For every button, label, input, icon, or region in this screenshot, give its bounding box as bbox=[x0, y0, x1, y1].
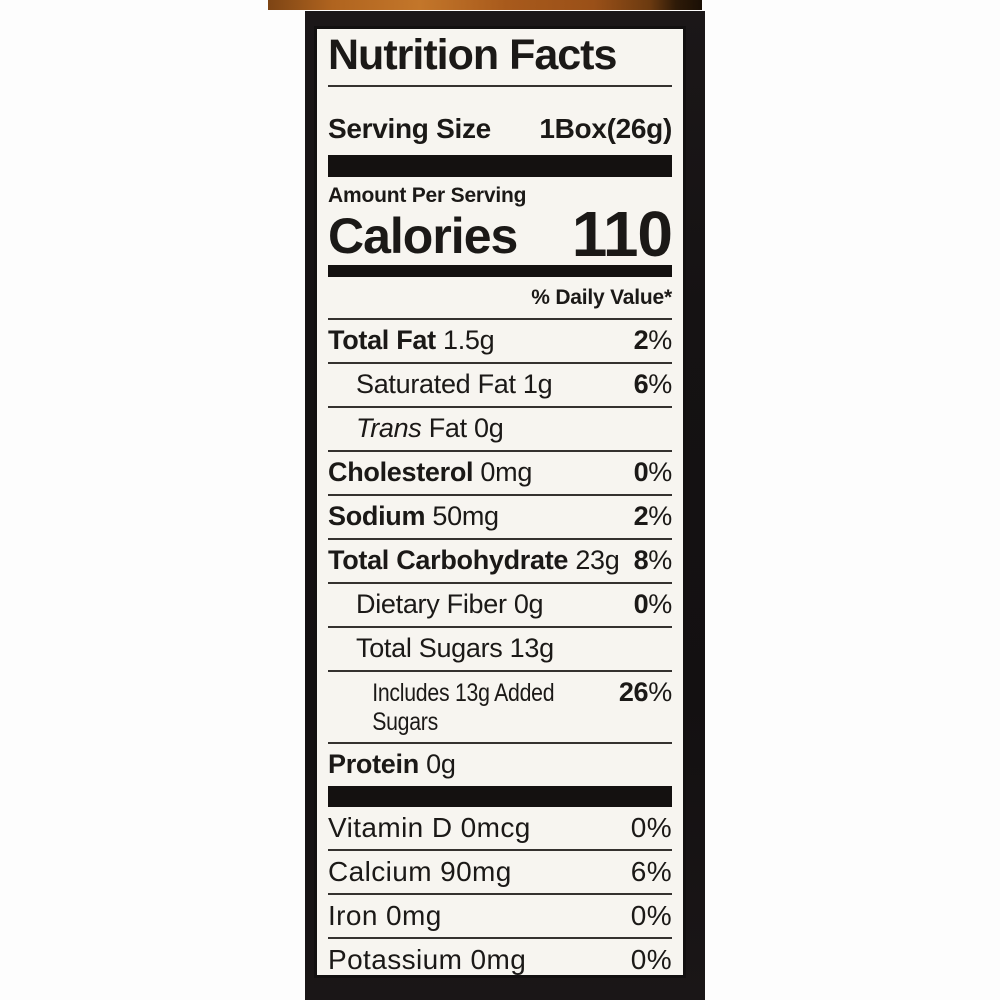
micronutrient-row: Calcium 90mg 6% bbox=[328, 849, 672, 893]
micronutrient-rows: Vitamin D 0mcg 0% Calcium 90mg 6% Iron 0mg 0%… bbox=[328, 807, 672, 976]
daily-value-header: % Daily Value* bbox=[531, 286, 672, 310]
nutrient-row: Total Carbohydrate 23g 8% bbox=[328, 538, 672, 582]
nutrient-row: Saturated Fat 1g 6% bbox=[328, 362, 672, 406]
nutrient-name: Trans Fat 0g bbox=[356, 413, 504, 444]
box-top-edge bbox=[268, 0, 702, 10]
daily-value-cell: 2% bbox=[633, 325, 673, 356]
nutrient-row: Total Sugars 13g bbox=[328, 626, 672, 670]
nutrient-name: Calcium 90mg bbox=[328, 856, 512, 888]
daily-value-cell: 2% bbox=[633, 501, 673, 532]
section-bar bbox=[328, 155, 672, 178]
serving-size-label: Serving Size bbox=[328, 113, 491, 145]
nutrient-name: Saturated Fat 1g bbox=[356, 369, 553, 400]
section-bar bbox=[328, 786, 672, 808]
daily-value-cell: 0% bbox=[633, 589, 673, 620]
daily-value-cell: 0% bbox=[630, 900, 672, 932]
daily-value-cell: 8% bbox=[633, 545, 673, 576]
nutrient-row: Includes 13g Added Sugars 26% bbox=[328, 670, 672, 742]
nutrient-name: Sodium 50mg bbox=[328, 501, 499, 532]
nutrient-row: Sodium 50mg 2% bbox=[328, 494, 672, 538]
nutrient-name: Dietary Fiber 0g bbox=[356, 589, 544, 620]
nutrient-row: Protein 0g bbox=[328, 742, 672, 786]
amount-per-serving-label: Amount Per Serving bbox=[328, 184, 527, 208]
nutrient-name: Iron 0mg bbox=[328, 900, 442, 932]
daily-value-cell: 26% bbox=[618, 677, 672, 708]
nutrient-name: Protein 0g bbox=[328, 749, 456, 780]
nutrient-name: Total Fat 1.5g bbox=[328, 325, 495, 356]
micronutrient-row: Potassium 0mg 0% bbox=[328, 937, 672, 976]
daily-value-cell: 0% bbox=[633, 457, 673, 488]
daily-value-cell: 6% bbox=[633, 369, 673, 400]
nutrient-name: Includes 13g Added Sugars bbox=[372, 679, 555, 737]
calories-row: Calories 110 bbox=[328, 197, 673, 270]
nutrient-rows: Total Fat 1.5g 2% Saturated Fat 1g 6% Trans … bbox=[328, 318, 672, 786]
nutrient-name: Potassium 0mg bbox=[328, 944, 527, 976]
calories-value: 110 bbox=[571, 197, 673, 270]
daily-value-cell: 0% bbox=[630, 944, 672, 976]
daily-value-cell: 6% bbox=[630, 856, 672, 888]
divider bbox=[328, 85, 672, 88]
nutrient-name: Total Carbohydrate 23g bbox=[328, 545, 620, 576]
cereal-box-panel: Nutrition Facts Serving Size 1Box(26g) A… bbox=[305, 11, 705, 1000]
nutrition-facts-label: Nutrition Facts Serving Size 1Box(26g) A… bbox=[314, 26, 686, 978]
calories-label: Calories bbox=[328, 207, 518, 264]
nutrient-name: Vitamin D 0mcg bbox=[328, 812, 531, 844]
nutrient-row: Trans Fat 0g bbox=[328, 406, 672, 450]
daily-value-cell: 0% bbox=[630, 812, 672, 844]
section-bar bbox=[328, 265, 672, 278]
serving-size-row: Serving Size 1Box(26g) bbox=[328, 113, 672, 145]
nutrient-name: Cholesterol 0mg bbox=[328, 457, 533, 488]
nutrient-row: Dietary Fiber 0g 0% bbox=[328, 582, 672, 626]
label-title: Nutrition Facts bbox=[328, 31, 617, 79]
micronutrient-row: Vitamin D 0mcg 0% bbox=[328, 807, 672, 849]
nutrient-name: Total Sugars 13g bbox=[356, 633, 554, 664]
serving-size-value: 1Box(26g) bbox=[539, 113, 672, 145]
nutrient-row: Total Fat 1.5g 2% bbox=[328, 318, 672, 362]
micronutrient-row: Iron 0mg 0% bbox=[328, 893, 672, 937]
nutrient-row: Cholesterol 0mg 0% bbox=[328, 450, 672, 494]
